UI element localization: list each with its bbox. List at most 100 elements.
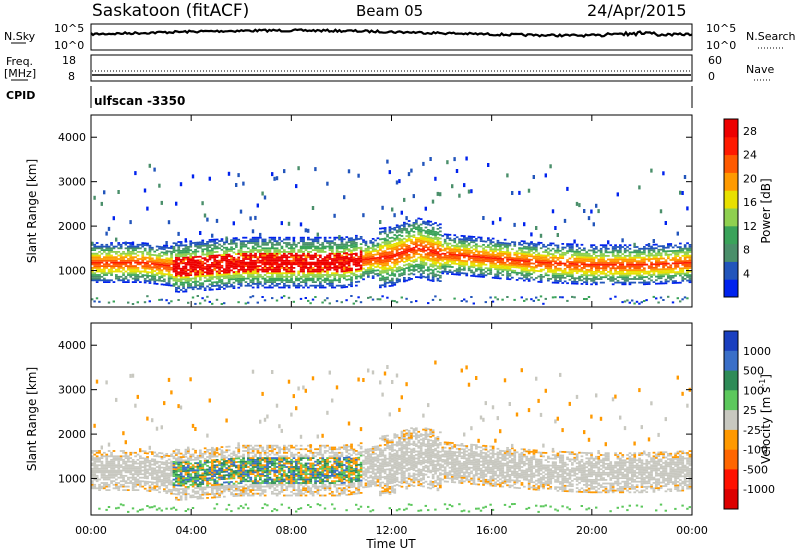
ground-cell: [573, 296, 576, 299]
data-cell: [580, 274, 584, 276]
data-cell: [107, 450, 111, 452]
data-cell: [364, 262, 368, 264]
data-cell: [331, 267, 334, 269]
data-cell: [626, 276, 629, 279]
data-cell: [237, 274, 241, 277]
data-cell: [182, 285, 185, 288]
data-cell: [283, 256, 286, 259]
data-cell: [679, 246, 682, 248]
data-cell: [482, 249, 485, 252]
colorbar-frame: [723, 118, 739, 298]
data-cell: [112, 487, 116, 490]
data-cell: [398, 230, 401, 233]
data-cell: [112, 247, 116, 250]
data-cell: [244, 236, 248, 239]
data-cell: [364, 258, 368, 261]
data-cell: [256, 242, 260, 244]
data-cell: [599, 253, 603, 255]
data-cell: [554, 256, 557, 259]
data-cell: [93, 247, 97, 250]
data-cell: [532, 266, 536, 269]
data-cell: [688, 274, 692, 276]
data-cell: [388, 242, 392, 245]
data-cell: [326, 259, 329, 262]
data-cell: [525, 253, 529, 255]
data-cell: [585, 272, 589, 275]
data-cell: [602, 276, 605, 279]
data-cell: [237, 249, 241, 252]
data-cell: [91, 471, 94, 474]
data-cell: [376, 272, 380, 275]
data-cell: [167, 266, 171, 269]
data-cell: [427, 268, 430, 270]
data-cell: [203, 271, 207, 274]
data-cell: [304, 258, 308, 260]
data-cell: [194, 241, 197, 244]
data-cell: [359, 276, 363, 279]
data-cell: [323, 277, 327, 280]
data-cell: [271, 242, 274, 244]
data-cell: [367, 256, 370, 259]
data-cell: [328, 256, 332, 259]
data-cell: [487, 260, 490, 263]
data-cell: [465, 260, 469, 263]
data-cell: [119, 263, 123, 266]
data-cell: [674, 266, 677, 268]
data-cell: [158, 247, 161, 250]
data-cell: [290, 279, 293, 282]
data-cell: [359, 250, 363, 253]
data-cell: [436, 251, 440, 253]
data-cell: [347, 257, 351, 259]
data-cell: [170, 258, 173, 260]
data-cell: [607, 274, 610, 277]
data-cell: [460, 249, 464, 251]
data-cell: [335, 236, 339, 239]
data-cell: [247, 268, 250, 271]
data-cell: [379, 263, 382, 266]
data-cell: [100, 249, 104, 251]
data-cell: [496, 264, 500, 267]
data-cell: [220, 282, 224, 285]
data-cell: [621, 267, 625, 270]
data-cell: [539, 261, 543, 264]
data-cell: [299, 284, 303, 287]
data-cell: [266, 275, 269, 278]
data-cell: [491, 264, 495, 267]
data-cell: [398, 257, 401, 260]
data-cell: [417, 276, 421, 279]
data-cell: [143, 242, 147, 245]
data-cell: [652, 281, 656, 283]
data-cell: [513, 261, 517, 263]
data-cell: [268, 277, 272, 280]
data-cell: [371, 271, 375, 274]
data-cell: [640, 247, 644, 250]
data-cell: [218, 281, 221, 283]
data-cell: [107, 249, 111, 251]
data-cell: [167, 282, 171, 285]
data-cell: [513, 245, 517, 247]
data-cell: [153, 261, 157, 264]
data-cell: [127, 254, 130, 257]
data-cell: [674, 250, 677, 252]
data-cell: [182, 265, 185, 268]
data-cell: [525, 263, 529, 266]
data-cell: [571, 261, 574, 263]
scatter-cell: [93, 423, 96, 428]
data-cell: [551, 256, 555, 259]
data-cell: [683, 265, 687, 268]
data-cell: [602, 281, 605, 284]
data-cell: [167, 277, 171, 280]
data-cell: [129, 267, 133, 269]
data-cell: [417, 237, 421, 239]
data-cell: [299, 256, 303, 259]
data-cell: [283, 238, 286, 241]
data-cell: [127, 272, 130, 275]
data-cell: [208, 239, 212, 241]
data-cell: [376, 258, 380, 261]
data-cell: [93, 275, 97, 278]
data-cell: [412, 225, 416, 228]
data-cell: [230, 283, 233, 286]
data-cell: [261, 254, 265, 257]
data-cell: [295, 254, 298, 257]
ground-cell: [127, 301, 130, 304]
